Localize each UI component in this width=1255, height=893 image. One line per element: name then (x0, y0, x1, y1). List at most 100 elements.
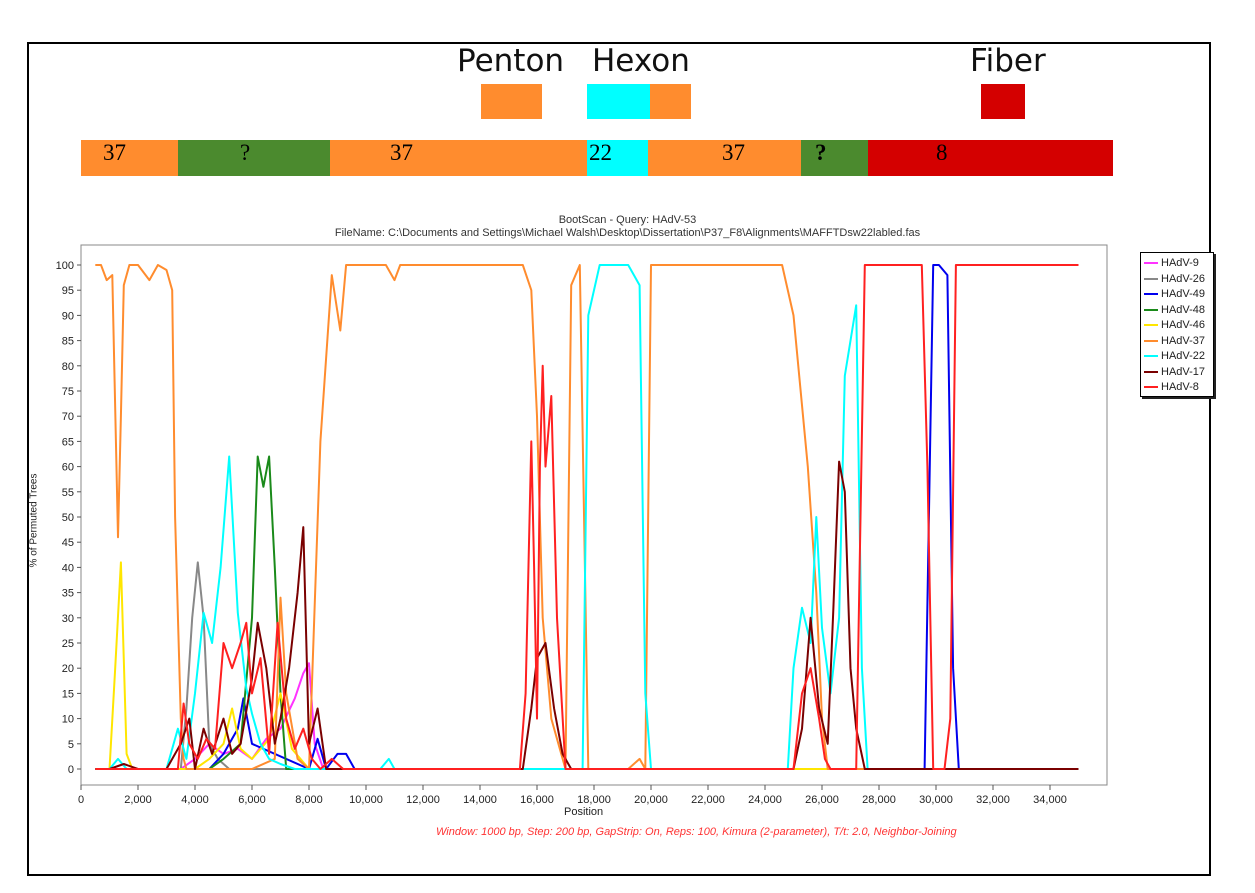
genome-segment (801, 140, 868, 176)
chart-title: BootScan - Query: HAdV-53 (558, 214, 697, 226)
legend: HAdV-9 HAdV-26 HAdV-49 HAdV-48 HAdV-46 HAdV-3… (1140, 252, 1214, 397)
x-tick-label: 14,000 (463, 794, 497, 806)
legend-label: HAdV-8 (1161, 381, 1199, 393)
hexon-box-tail (650, 84, 691, 119)
legend-label: HAdV-9 (1161, 257, 1199, 269)
genome-segment (648, 140, 801, 176)
x-axis-label: Position (564, 806, 604, 818)
y-tick-label: 65 (62, 436, 74, 448)
penton-box (481, 84, 542, 119)
y-tick-label: 5 (68, 739, 74, 751)
y-axis-label: % of Permuted Trees (28, 473, 40, 568)
x-tick-label: 20,000 (634, 794, 668, 806)
y-tick-label: 0 (68, 764, 74, 776)
legend-swatch (1144, 262, 1158, 265)
segment-label: ? (240, 140, 251, 165)
x-tick-label: 0 (78, 794, 84, 806)
genome-segment (81, 140, 178, 176)
segment-label: 22 (589, 140, 612, 165)
genome-segment (587, 140, 648, 176)
y-tick-label: 85 (62, 336, 74, 348)
series-line-hadv-49 (95, 264, 1079, 770)
x-tick-label: 22,000 (691, 794, 725, 806)
fiber-box (981, 84, 1025, 119)
legend-swatch (1144, 355, 1158, 358)
y-tick-label: 90 (62, 310, 74, 322)
genome-segment (868, 140, 1113, 176)
x-tick-label: 6,000 (238, 794, 266, 806)
segment-label: 37 (103, 140, 126, 165)
y-tick-label: 95 (62, 285, 74, 297)
legend-label: HAdV-22 (1161, 350, 1206, 362)
gene-label-penton: Penton (457, 43, 565, 79)
legend-label: HAdV-46 (1161, 319, 1206, 331)
legend-label: HAdV-49 (1161, 288, 1206, 300)
y-tick-label: 75 (62, 386, 74, 398)
genome-segment (330, 140, 587, 176)
legend-item: HAdV-48 (1144, 304, 1205, 319)
legend-item: HAdV-22 (1144, 350, 1205, 365)
legend-item: HAdV-8 (1144, 381, 1199, 396)
legend-item: HAdV-49 (1144, 288, 1205, 303)
chart-subtitle: FileName: C:\Documents and Settings\Mich… (334, 227, 921, 239)
analysis-parameters-note: Window: 1000 bp, Step: 200 bp, GapStrip:… (436, 826, 957, 838)
legend-item: HAdV-17 (1144, 366, 1205, 381)
x-tick-label: 4,000 (181, 794, 209, 806)
series-line-hadv-17 (95, 460, 1079, 770)
y-tick-label: 45 (62, 537, 74, 549)
x-tick-label: 16,000 (520, 794, 554, 806)
series-line-hadv-37 (95, 264, 1079, 770)
y-tick-label: 55 (62, 487, 74, 499)
x-tick-label: 24,000 (748, 794, 782, 806)
segment-label: 37 (390, 140, 413, 165)
x-tick-label: 2,000 (124, 794, 152, 806)
hexon-box (587, 84, 650, 119)
legend-swatch (1144, 324, 1158, 327)
segment-label: ? (815, 140, 827, 165)
legend-label: HAdV-48 (1161, 303, 1206, 316)
y-tick-label: 30 (62, 613, 74, 625)
legend-label: HAdV-17 (1161, 365, 1206, 378)
series-line-hadv-48 (95, 455, 1079, 770)
y-tick-label: 10 (62, 714, 74, 726)
legend-label: HAdV-26 (1161, 272, 1206, 285)
legend-swatch (1144, 370, 1158, 373)
series-line-hadv-8 (95, 264, 1079, 770)
y-tick-label: 80 (62, 361, 74, 373)
y-tick-label: 100 (56, 260, 74, 272)
legend-item: HAdV-46 (1144, 319, 1205, 334)
x-tick-label: 8,000 (295, 794, 323, 806)
x-tick-label: 34,000 (1033, 794, 1067, 806)
legend-swatch (1144, 386, 1158, 389)
segment-label: 37 (722, 140, 745, 165)
gene-label-fiber: Fiber (970, 43, 1046, 79)
legend-swatch (1144, 339, 1158, 342)
y-tick-label: 70 (62, 411, 74, 423)
y-tick-label: 15 (62, 688, 74, 700)
legend-item: HAdV-26 (1144, 273, 1205, 288)
x-tick-label: 18,000 (577, 794, 611, 806)
legend-item: HAdV-37 (1144, 335, 1205, 350)
y-tick-label: 35 (62, 588, 74, 600)
x-tick-label: 12,000 (406, 794, 440, 806)
y-tick-label: 60 (62, 462, 74, 474)
x-tick-label: 10,000 (349, 794, 383, 806)
legend-swatch (1144, 308, 1158, 311)
legend-item: HAdV-9 (1144, 257, 1199, 272)
gene-label-hexon: Hexon (592, 43, 690, 79)
legend-label: HAdV-37 (1161, 334, 1206, 347)
genome-segment (178, 140, 330, 176)
y-tick-label: 25 (62, 638, 74, 650)
x-tick-label: 30,000 (919, 794, 953, 806)
y-tick-label: 40 (62, 562, 74, 574)
segment-label: 8 (936, 140, 948, 165)
x-tick-label: 28,000 (862, 794, 896, 806)
x-tick-label: 26,000 (805, 794, 839, 806)
y-tick-label: 50 (62, 512, 74, 524)
legend-swatch (1144, 277, 1158, 280)
series-line-hadv-46 (95, 561, 1079, 770)
x-tick-label: 32,000 (976, 794, 1010, 806)
legend-swatch (1144, 293, 1158, 296)
y-tick-label: 20 (62, 663, 74, 675)
